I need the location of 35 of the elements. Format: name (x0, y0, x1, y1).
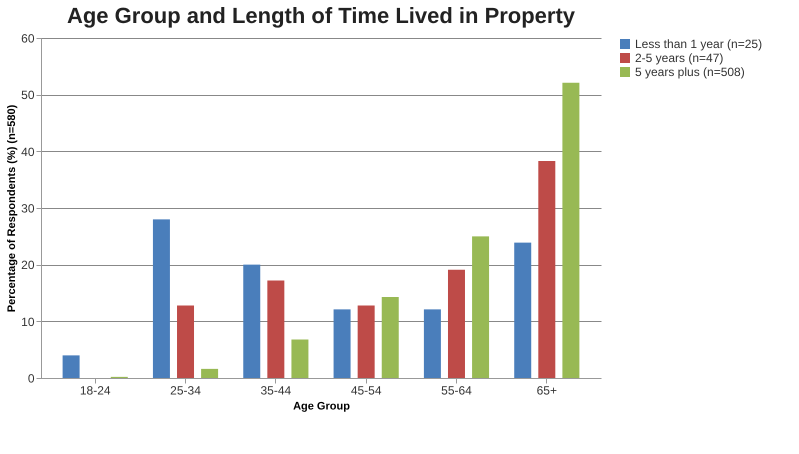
bar (152, 219, 170, 378)
bar (62, 355, 80, 378)
y-tick-label: 60 (21, 32, 35, 46)
bar (201, 368, 218, 378)
bar (562, 82, 580, 378)
y-tick-label: 40 (21, 144, 35, 159)
x-tick-label: 55-64 (441, 384, 472, 398)
x-tick-label: 25-34 (170, 384, 202, 398)
x-tick-label: 65+ (536, 384, 557, 398)
bar (243, 264, 260, 378)
bar (514, 242, 532, 378)
y-tick-label: 30 (21, 202, 35, 216)
bar (448, 270, 465, 378)
legend-label: 5 years plus (n=508) (635, 65, 745, 79)
y-tick-label: 50 (21, 88, 35, 102)
bar (334, 309, 351, 378)
x-axis-title: Age Group (293, 400, 350, 412)
x-tick-label: 18-24 (80, 384, 111, 398)
legend-label: 2-5 years (n=47) (635, 51, 724, 65)
x-tick-label: 35-44 (260, 384, 292, 398)
bar (472, 236, 490, 378)
bar (424, 309, 441, 378)
chart-title: Age Group and Length of Time Lived in Property (66, 3, 576, 28)
y-tick-label: 10 (21, 314, 35, 329)
bar (382, 296, 399, 378)
legend-label: Less than 1 year (n=25) (635, 37, 762, 51)
bar (177, 305, 194, 378)
x-tick-label: 45-54 (350, 384, 382, 398)
y-tick-label: 0 (28, 372, 35, 386)
bar (267, 280, 284, 378)
bar (358, 305, 375, 378)
bar (538, 160, 556, 378)
y-axis-title: Percentage of Respondents (%) (n=580) (6, 104, 18, 312)
y-tick-label: 20 (21, 258, 35, 272)
bar (291, 339, 308, 378)
